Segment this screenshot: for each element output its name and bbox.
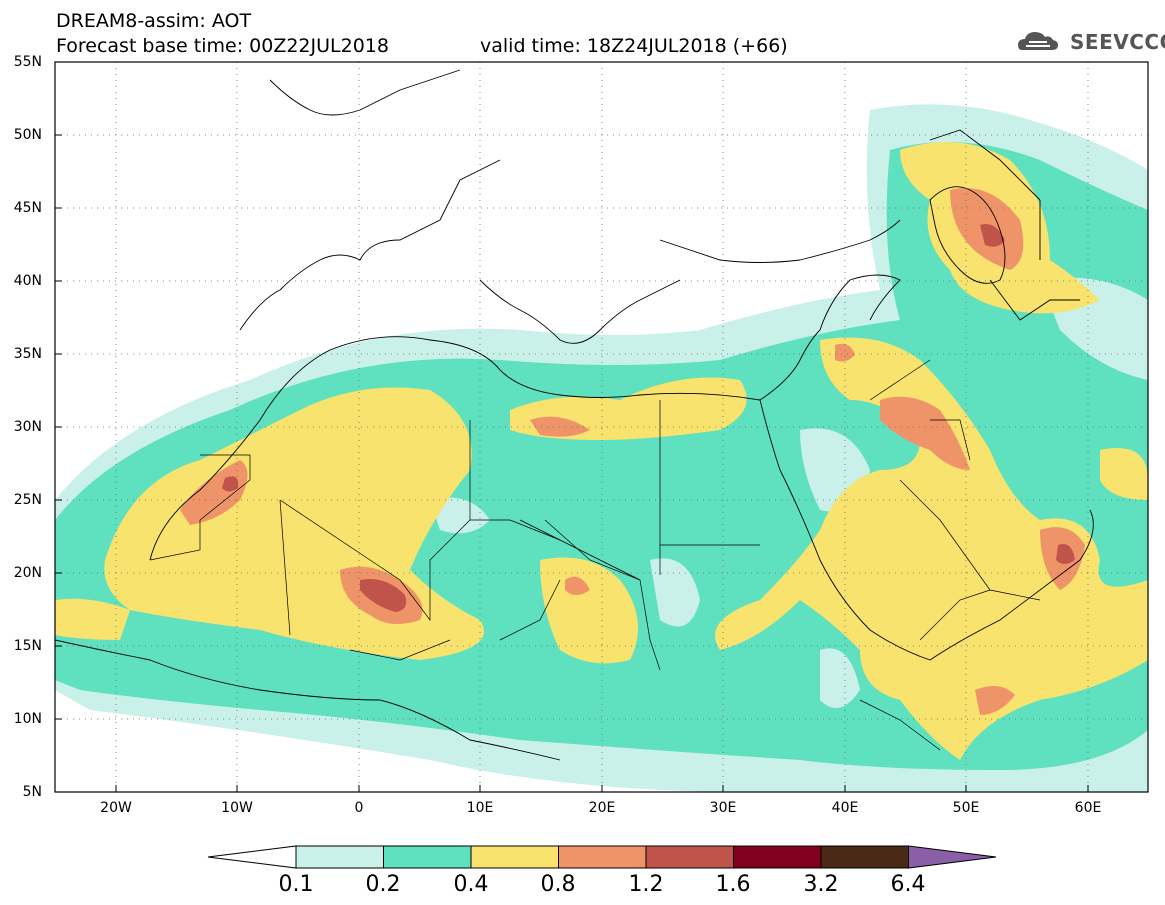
colorbar-low-arrow — [207, 845, 297, 869]
map-title: DREAM8-assim: AOT — [56, 10, 252, 32]
colorbar — [207, 845, 997, 869]
lat-label: 25N — [13, 492, 42, 508]
graticule — [55, 62, 1148, 792]
colorbar-label: 3.2 — [803, 872, 839, 897]
lon-label: 50E — [952, 800, 980, 816]
logo-text: SEEVCCC — [1070, 30, 1165, 54]
colorbar-label: 1.2 — [628, 872, 664, 897]
coastlines — [55, 69, 1094, 761]
lon-label: 60E — [1074, 800, 1102, 816]
colorbar-label: 1.6 — [715, 872, 751, 897]
colorbar-segment — [383, 845, 472, 869]
lon-label: 0 — [354, 800, 364, 816]
lat-label: 20N — [13, 565, 42, 581]
country-borders — [149, 359, 1041, 751]
forecast-base-time: Forecast base time: 00Z22JUL2018 — [56, 35, 389, 57]
cloud-icon — [1018, 32, 1058, 50]
colorbar-label: 0.8 — [540, 872, 576, 897]
lon-label: 10E — [466, 800, 494, 816]
lat-label: 35N — [13, 346, 42, 362]
lat-label: 5N — [22, 784, 42, 800]
axis-ticks — [55, 61, 1089, 792]
lat-label: 10N — [13, 711, 42, 727]
lat-label: 45N — [13, 200, 42, 216]
lat-label: 40N — [13, 273, 42, 289]
lat-label: 50N — [13, 127, 42, 143]
lon-label: 20W — [100, 800, 132, 816]
colorbar-segment — [295, 845, 384, 869]
colorbar-segment — [820, 845, 909, 869]
colorbar-label: 0.4 — [453, 872, 489, 897]
colorbar-segment — [470, 845, 559, 869]
lat-label: 30N — [13, 419, 42, 435]
colorbar-segment — [733, 845, 822, 869]
lon-label: 10W — [221, 800, 253, 816]
colorbar-label: 0.1 — [278, 872, 314, 897]
lon-label: 20E — [588, 800, 616, 816]
colorbar-segment — [558, 845, 647, 869]
colorbar-high-arrow — [908, 845, 997, 869]
lat-label: 15N — [13, 638, 42, 654]
valid-time: valid time: 18Z24JUL2018 (+66) — [480, 35, 788, 57]
lat-label: 55N — [13, 54, 42, 70]
lon-label: 40E — [831, 800, 859, 816]
colorbar-segment — [645, 845, 734, 869]
lon-label: 30E — [709, 800, 737, 816]
colorbar-label: 6.4 — [890, 872, 926, 897]
colorbar-label: 0.2 — [365, 872, 401, 897]
